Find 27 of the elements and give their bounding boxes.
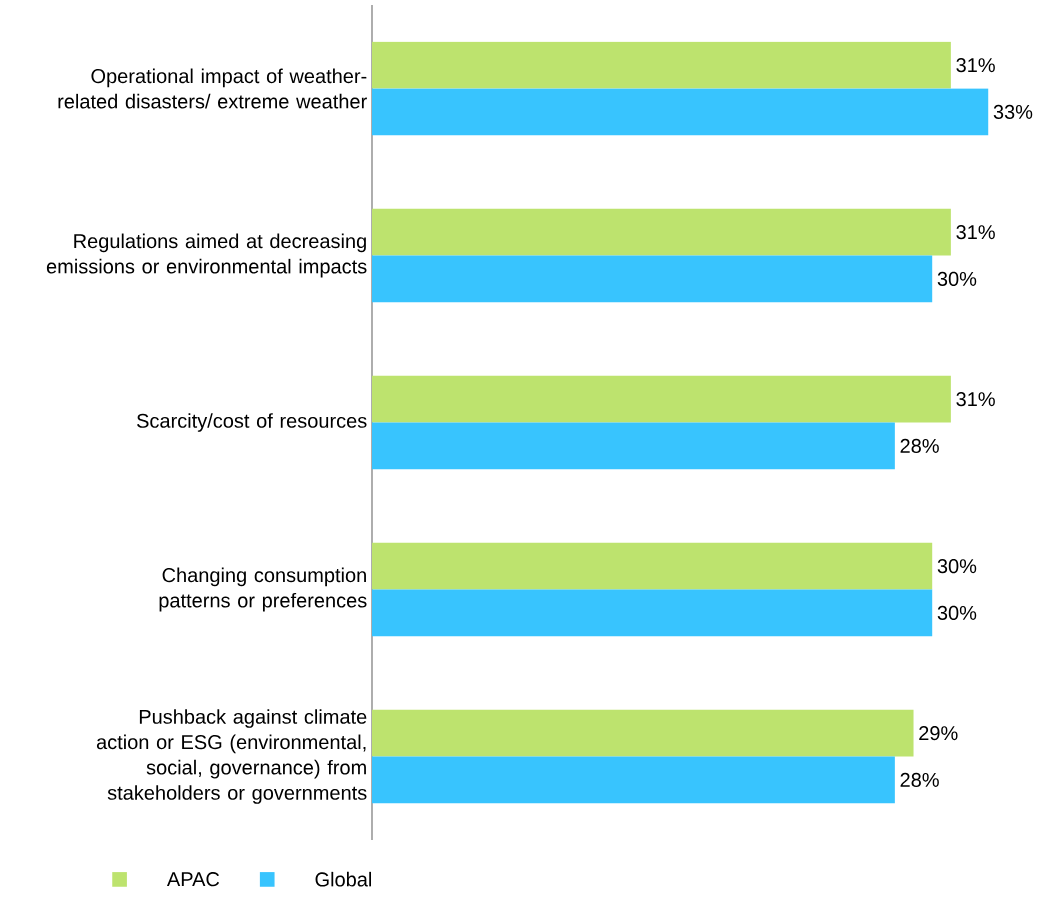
bar (372, 589, 933, 637)
y-tick-label: Changing consumption patterns or preferences (159, 567, 367, 612)
bar (372, 422, 895, 470)
data-label: 28% (900, 772, 939, 787)
data-label: 30% (937, 271, 977, 286)
y-tick-label: Operational impact of weather-related disasters/ extreme weather (58, 68, 367, 109)
y-tick-label: Pushback against climate action or ESG (environmental, social, governance) from stakeholders or governments (96, 709, 367, 804)
bar (372, 542, 933, 590)
legend-label: Global (315, 871, 372, 887)
bar (372, 88, 989, 136)
data-label: 29% (919, 726, 958, 741)
data-label: 33% (993, 104, 1033, 119)
data-label: 30% (937, 605, 977, 620)
legend-label: APAC (166, 872, 220, 887)
bar (372, 756, 895, 804)
bar (372, 208, 951, 256)
data-label: 30% (937, 559, 977, 574)
bar (372, 709, 914, 757)
data-label: 31% (956, 58, 995, 73)
data-label: 28% (900, 438, 939, 453)
data-label: 31% (956, 392, 995, 407)
data-label: 31% (956, 225, 995, 240)
bar (372, 41, 951, 89)
y-tick-label: Regulations aimed at decreasing emissions or environmental impacts (46, 233, 367, 278)
y-tick-label: Scarcity/cost of resources (137, 413, 367, 432)
bar (372, 375, 951, 423)
bar (372, 255, 933, 303)
